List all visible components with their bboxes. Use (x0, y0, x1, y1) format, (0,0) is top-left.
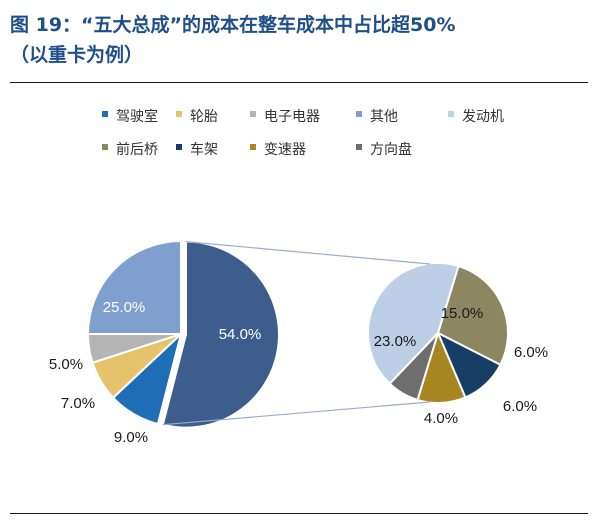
legend-label-8: 变速器 (264, 142, 306, 158)
legend-swatch-6 (102, 144, 108, 150)
connector-line-top (185, 241, 431, 265)
secondary-pie-label-5: 23.0% (374, 333, 417, 350)
top-rule (10, 82, 588, 83)
legend-label-1: 驾驶室 (116, 108, 158, 125)
legend-swatch-3 (250, 111, 256, 117)
legend-swatch-4 (356, 111, 362, 117)
legend-label-9: 方向盘 (370, 141, 412, 158)
title-line-2: （以重卡为例） (10, 44, 144, 66)
bottom-rule (10, 513, 588, 514)
legend-swatch-9 (356, 144, 362, 150)
legend-label-7: 车架 (190, 141, 218, 158)
legend-label-6: 前后桥 (116, 141, 158, 158)
main-pie-label-1: 54.0% (219, 326, 262, 343)
secondary-pie-label-2: 6.0% (514, 344, 548, 361)
main-pie-slice-5 (86, 239, 182, 335)
connector-line-bottom (162, 401, 431, 426)
secondary-pie-slice-5 (367, 262, 460, 386)
main-pie-label-2: 9.0% (114, 429, 148, 446)
secondary-pie-label-3: 6.0% (503, 398, 537, 415)
legend-swatch-1 (102, 111, 108, 117)
main-pie-label-4: 5.0% (49, 356, 83, 373)
secondary-pie-label-4: 4.0% (424, 410, 458, 427)
secondary-pie-slice-1 (436, 264, 509, 367)
legend-swatch-2 (176, 111, 182, 117)
title-line-1: 图 19：“五大总成”的成本在整车成本中占比超50% (10, 14, 456, 36)
main-pie-label-5: 25.0% (103, 299, 146, 316)
legend-swatch-5 (448, 111, 454, 117)
chart-title: 图 19：“五大总成”的成本在整车成本中占比超50% （以重卡为例） (10, 10, 590, 70)
legend-label-3: 电子电器 (264, 109, 320, 125)
main-pie-slice-1 (161, 240, 280, 429)
legend-label-2: 轮胎 (190, 109, 218, 125)
legend-swatch-7 (176, 144, 182, 150)
legend-label-4: 其他 (370, 109, 398, 125)
legend-label-5: 发动机 (462, 109, 504, 125)
secondary-pie-label-1: 15.0% (441, 305, 484, 322)
legend-swatch-8 (250, 144, 256, 150)
main-pie-label-3: 7.0% (61, 395, 95, 412)
